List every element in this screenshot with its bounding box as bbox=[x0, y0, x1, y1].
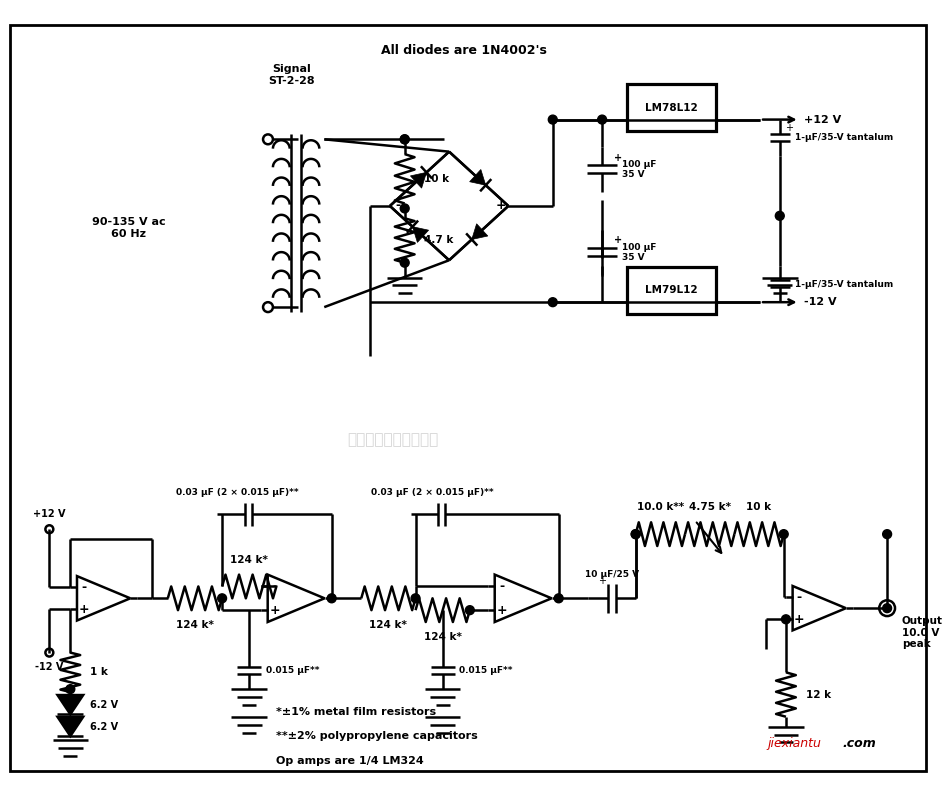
Polygon shape bbox=[472, 224, 488, 240]
Text: 1-μF/35-V tantalum: 1-μF/35-V tantalum bbox=[794, 133, 893, 141]
Text: +12 V: +12 V bbox=[805, 115, 842, 125]
Polygon shape bbox=[412, 226, 428, 242]
Circle shape bbox=[66, 685, 75, 693]
Circle shape bbox=[327, 594, 337, 603]
Text: 6.2 V: 6.2 V bbox=[90, 700, 118, 710]
Circle shape bbox=[779, 530, 788, 538]
Circle shape bbox=[781, 615, 791, 624]
Text: +: + bbox=[785, 123, 793, 134]
Text: LM79L12: LM79L12 bbox=[645, 285, 698, 296]
Text: 90-135 V ac
60 Hz: 90-135 V ac 60 Hz bbox=[92, 218, 165, 239]
Bar bbox=[627, 266, 716, 314]
Text: 124 k*: 124 k* bbox=[176, 620, 214, 630]
Text: +12 V: +12 V bbox=[33, 509, 65, 520]
Text: -: - bbox=[82, 581, 86, 593]
Text: *±1% metal film resistors: *±1% metal film resistors bbox=[277, 707, 436, 717]
Circle shape bbox=[775, 211, 784, 220]
Circle shape bbox=[411, 594, 420, 603]
Text: Op amps are 1/4 LM324: Op amps are 1/4 LM324 bbox=[277, 756, 424, 766]
Circle shape bbox=[555, 594, 563, 603]
Text: -: - bbox=[500, 580, 504, 593]
Circle shape bbox=[400, 204, 410, 213]
Text: -: - bbox=[272, 580, 278, 593]
Text: 1-μF/35-V tantalum: 1-μF/35-V tantalum bbox=[794, 280, 893, 289]
Polygon shape bbox=[410, 172, 427, 188]
Text: -12 V: -12 V bbox=[805, 297, 837, 307]
Text: 12 k: 12 k bbox=[806, 689, 830, 700]
Text: LM78L12: LM78L12 bbox=[645, 103, 698, 112]
Text: 10 μF/25 V: 10 μF/25 V bbox=[585, 570, 639, 578]
Text: 4.75 k*: 4.75 k* bbox=[688, 502, 731, 512]
Bar bbox=[627, 84, 716, 131]
Text: .com: .com bbox=[842, 737, 876, 750]
Circle shape bbox=[883, 530, 891, 538]
Text: 1 k: 1 k bbox=[90, 667, 108, 678]
Text: +: + bbox=[794, 613, 805, 626]
Text: 100 μF
35 V: 100 μF 35 V bbox=[622, 160, 656, 179]
Text: +: + bbox=[598, 575, 606, 586]
Circle shape bbox=[218, 594, 227, 603]
Circle shape bbox=[400, 135, 410, 144]
Circle shape bbox=[631, 530, 640, 538]
Circle shape bbox=[465, 606, 474, 615]
Text: +: + bbox=[614, 152, 622, 163]
Text: +: + bbox=[614, 236, 622, 245]
Text: Signal
ST-2-28: Signal ST-2-28 bbox=[268, 64, 315, 86]
Text: 0.03 μF (2 × 0.015 μF)**: 0.03 μF (2 × 0.015 μF)** bbox=[175, 487, 299, 497]
Text: 10 k: 10 k bbox=[746, 502, 772, 512]
Text: **±2% polypropylene capacitors: **±2% polypropylene capacitors bbox=[277, 732, 478, 741]
Circle shape bbox=[400, 259, 410, 267]
Circle shape bbox=[597, 115, 607, 124]
Text: 4.7 k: 4.7 k bbox=[425, 236, 454, 245]
Text: All diodes are 1N4002's: All diodes are 1N4002's bbox=[381, 44, 547, 57]
Text: 拖州格雷科技有限公司: 拖州格雷科技有限公司 bbox=[347, 432, 439, 447]
Text: 10 k: 10 k bbox=[425, 174, 449, 184]
Text: +: + bbox=[497, 604, 507, 617]
Circle shape bbox=[631, 530, 640, 538]
Circle shape bbox=[400, 135, 410, 144]
Text: -12 V: -12 V bbox=[35, 663, 64, 673]
Text: 124 k*: 124 k* bbox=[230, 555, 268, 565]
Text: jiexiantu: jiexiantu bbox=[767, 737, 821, 750]
Text: 124 k*: 124 k* bbox=[424, 632, 462, 642]
Text: 0.015 μF**: 0.015 μF** bbox=[460, 667, 513, 675]
Polygon shape bbox=[58, 695, 83, 714]
Circle shape bbox=[548, 115, 557, 124]
Text: -: - bbox=[796, 590, 802, 604]
Text: 0.015 μF**: 0.015 μF** bbox=[266, 667, 319, 675]
Text: 6.2 V: 6.2 V bbox=[90, 722, 118, 732]
Circle shape bbox=[883, 604, 891, 612]
Polygon shape bbox=[58, 717, 83, 736]
Text: 100 μF
35 V: 100 μF 35 V bbox=[622, 243, 656, 262]
Text: +: + bbox=[79, 603, 89, 616]
Text: 124 k*: 124 k* bbox=[370, 620, 408, 630]
Circle shape bbox=[548, 298, 557, 307]
Text: +: + bbox=[269, 604, 280, 617]
Text: 0.03 μF (2 × 0.015 μF)**: 0.03 μF (2 × 0.015 μF)** bbox=[371, 487, 494, 497]
Text: +: + bbox=[495, 200, 505, 212]
Polygon shape bbox=[469, 170, 485, 185]
Text: 10.0 k**: 10.0 k** bbox=[637, 502, 684, 512]
Text: Output
10.0 V
peak: Output 10.0 V peak bbox=[902, 616, 943, 649]
Text: -: - bbox=[395, 200, 400, 212]
